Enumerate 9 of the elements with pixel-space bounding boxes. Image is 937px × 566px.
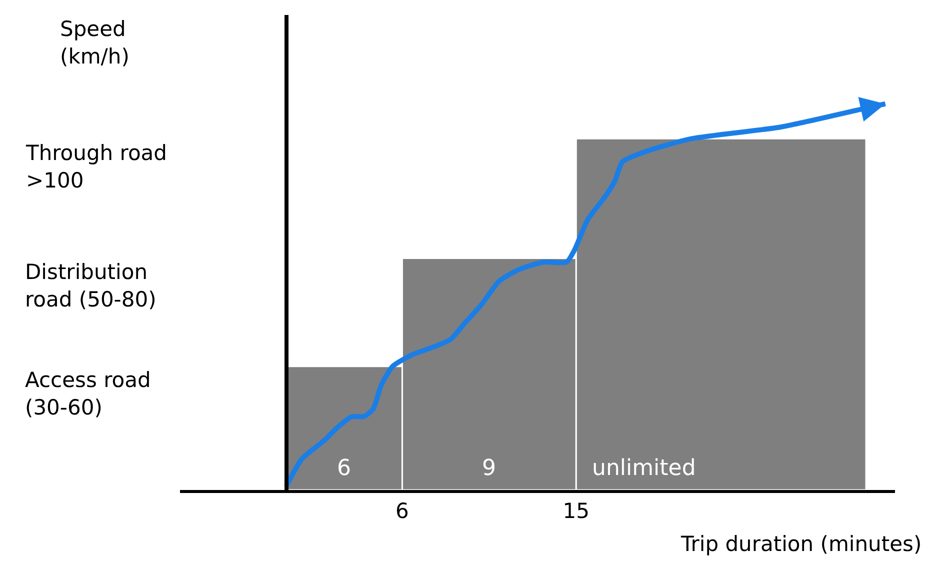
text: Distribution road (50-80) bbox=[25, 260, 156, 312]
y-axis-title: Speed (km/h) bbox=[60, 17, 130, 68]
x-tick-label: 15 bbox=[562, 499, 590, 524]
text: Access road (30-60) bbox=[25, 368, 151, 420]
annotation: 9 bbox=[482, 456, 496, 481]
annotation: 6 bbox=[337, 456, 351, 481]
annotation: unlimited bbox=[592, 456, 696, 481]
x-axis-title: Trip duration (minutes) bbox=[680, 532, 922, 556]
text: Through road >100 bbox=[25, 141, 168, 192]
